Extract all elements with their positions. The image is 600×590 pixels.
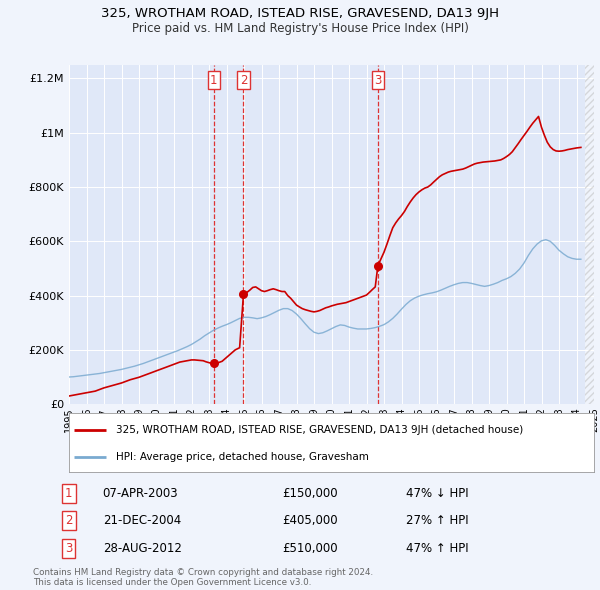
Text: Contains HM Land Registry data © Crown copyright and database right 2024.: Contains HM Land Registry data © Crown c… [33, 568, 373, 576]
Text: 2: 2 [65, 514, 73, 527]
Text: 47% ↑ HPI: 47% ↑ HPI [406, 542, 469, 555]
Text: 2: 2 [240, 74, 247, 87]
Text: 21-DEC-2004: 21-DEC-2004 [103, 514, 181, 527]
Text: Price paid vs. HM Land Registry's House Price Index (HPI): Price paid vs. HM Land Registry's House … [131, 22, 469, 35]
Text: £510,000: £510,000 [283, 542, 338, 555]
Text: HPI: Average price, detached house, Gravesham: HPI: Average price, detached house, Grav… [116, 453, 369, 462]
Text: 1: 1 [210, 74, 217, 87]
Text: £150,000: £150,000 [283, 487, 338, 500]
Text: 325, WROTHAM ROAD, ISTEAD RISE, GRAVESEND, DA13 9JH: 325, WROTHAM ROAD, ISTEAD RISE, GRAVESEN… [101, 7, 499, 20]
Text: This data is licensed under the Open Government Licence v3.0.: This data is licensed under the Open Gov… [33, 578, 311, 587]
Text: 28-AUG-2012: 28-AUG-2012 [103, 542, 182, 555]
Text: 07-APR-2003: 07-APR-2003 [103, 487, 178, 500]
Text: 325, WROTHAM ROAD, ISTEAD RISE, GRAVESEND, DA13 9JH (detached house): 325, WROTHAM ROAD, ISTEAD RISE, GRAVESEN… [116, 425, 523, 434]
Text: 1: 1 [65, 487, 73, 500]
Text: £405,000: £405,000 [283, 514, 338, 527]
Text: 3: 3 [65, 542, 73, 555]
Text: 27% ↑ HPI: 27% ↑ HPI [406, 514, 469, 527]
Text: 3: 3 [374, 74, 382, 87]
Text: 47% ↓ HPI: 47% ↓ HPI [406, 487, 469, 500]
